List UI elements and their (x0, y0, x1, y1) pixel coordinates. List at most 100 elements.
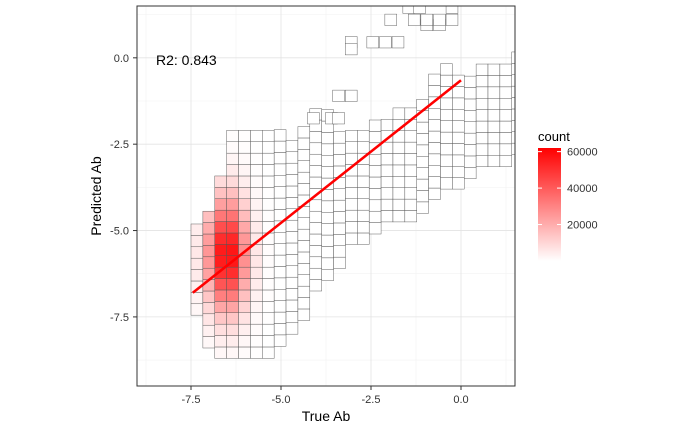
bin-cell (524, 109, 536, 120)
bin-cell (273, 311, 287, 324)
bin-cell (345, 43, 358, 56)
bin-cell (619, 85, 631, 96)
legend-ticks: 20000 40000 60000 (538, 147, 598, 232)
bin-cell (345, 209, 358, 222)
bin-cell (368, 131, 382, 144)
bin-cell (690, 62, 700, 73)
bin-cell (357, 164, 370, 177)
bin-cell (595, 121, 607, 132)
bin-cell (631, 51, 643, 62)
bin-cell (464, 155, 477, 168)
bin-cell (475, 75, 489, 88)
bin-cell (440, 131, 453, 144)
bin-cell (202, 245, 215, 258)
bin-cell (690, 39, 700, 50)
bin-cell (404, 141, 417, 154)
bin-cell (524, 143, 536, 154)
bin-cell (416, 121, 429, 134)
bin-cell (250, 289, 263, 302)
bin-cell (262, 175, 275, 188)
bin-cell (595, 64, 607, 75)
bin-cell (642, 74, 654, 85)
bin-cell (547, 41, 559, 52)
bin-cell (524, 98, 536, 109)
bin-cell (392, 176, 406, 188)
bin-cell (309, 279, 322, 292)
bin-cell (607, 84, 619, 95)
bin-cell (408, 13, 421, 26)
bin-cell (285, 311, 299, 324)
bin-cell (285, 140, 299, 153)
bin-cell (368, 165, 382, 178)
bin-cell (368, 119, 382, 132)
bin-cell (475, 132, 489, 145)
bin-cell (547, 86, 559, 97)
bin-cell (404, 130, 417, 143)
bin-cell (190, 292, 204, 305)
bin-cell (273, 186, 287, 199)
bin-cell (321, 200, 334, 213)
bin-cell (464, 167, 477, 179)
bin-cell (464, 132, 477, 145)
bin-cell (250, 346, 263, 359)
bin-cell (238, 141, 251, 154)
bin-cell (475, 98, 489, 110)
bin-cell (452, 86, 465, 99)
bin-cell (285, 242, 299, 255)
bin-cell (452, 177, 465, 190)
bin-cell (428, 130, 441, 143)
panel-border (136, 5, 516, 387)
bin-cell (368, 222, 382, 235)
bin-cell (262, 312, 275, 325)
bin-cell (345, 89, 358, 102)
bin-cell (511, 85, 515, 98)
bin-cell (357, 198, 370, 211)
bin-cell (384, 13, 397, 26)
bin-cell (524, 63, 536, 74)
bin-cell (321, 212, 334, 224)
bin-cell (321, 143, 334, 156)
bin-cell (309, 131, 322, 144)
bin-cell (571, 99, 583, 110)
bin-cell (214, 301, 227, 313)
bin-cell (690, 51, 700, 62)
bin-cell (452, 109, 465, 121)
bin-cell (571, 42, 583, 53)
bin-cell (416, 201, 429, 214)
bin-cell (380, 119, 394, 131)
bin-cell (380, 198, 394, 211)
x-tick-label: -7.5 (182, 394, 201, 406)
bin-cell (368, 176, 382, 189)
bin-cell (345, 221, 358, 234)
bin-cell (309, 210, 322, 223)
bin-cell (214, 255, 227, 268)
bin-cell (226, 244, 239, 256)
bin-cell (321, 234, 334, 247)
bin-cell (440, 177, 453, 190)
bin-cell (607, 50, 619, 61)
bin-cell (262, 255, 275, 268)
bin-cell (536, 75, 548, 86)
bin-cell (226, 130, 239, 142)
bin-cell (238, 278, 251, 291)
bin-cell (226, 335, 239, 348)
bin-cell (654, 60, 666, 71)
bin-cell (345, 187, 358, 199)
bin-cell (475, 109, 489, 122)
bin-cell (262, 335, 275, 348)
bin-cell (428, 165, 441, 177)
bin-cell (499, 120, 512, 133)
bin-cell (654, 71, 666, 82)
bin-cell (379, 36, 392, 49)
bin-cell (333, 256, 346, 269)
bin-cell (678, 28, 690, 39)
bin-cell (309, 245, 322, 258)
bin-cell (309, 256, 322, 269)
bin-cell (333, 142, 346, 155)
bin-cell (583, 41, 595, 52)
bin-cell (297, 251, 311, 264)
bin-cell (499, 109, 512, 122)
bin-cell (666, 51, 678, 62)
bin-cell (238, 255, 251, 268)
bin-cell (404, 198, 417, 211)
